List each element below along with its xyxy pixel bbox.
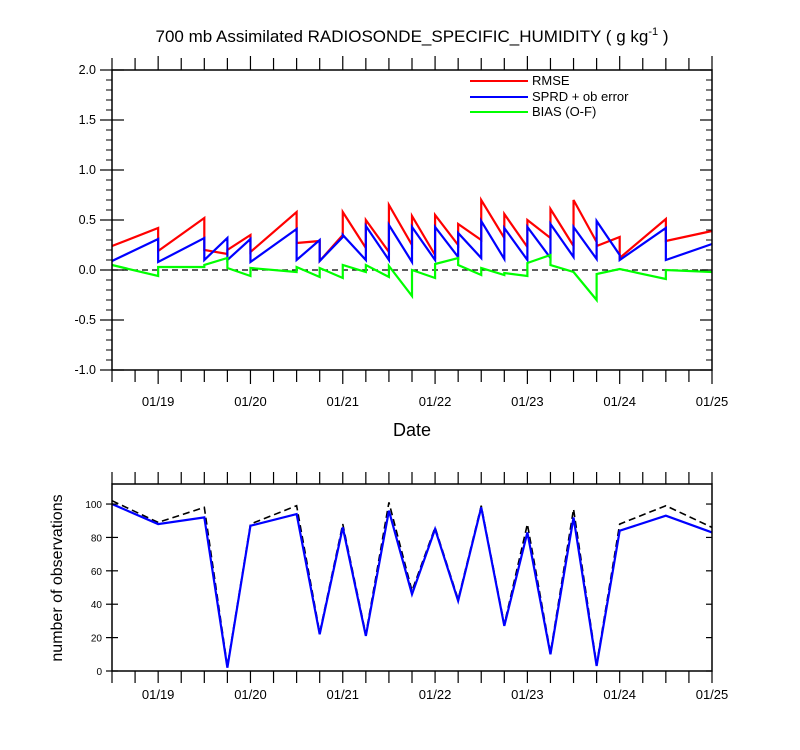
legend-label-bias: BIAS (O-F)	[532, 104, 596, 119]
series-line-sprd-ob-error	[111, 217, 713, 266]
legend: RMSE SPRD + ob error BIAS (O-F)	[470, 73, 629, 119]
x-tick-label: 01/25	[696, 687, 729, 702]
y-tick-label: 20	[91, 634, 103, 645]
x-axis-label: Date	[393, 420, 431, 440]
x-tick-label: 01/24	[603, 687, 636, 702]
bottom-plot-frame	[111, 483, 713, 672]
x-tick-label: 01/24	[603, 394, 636, 409]
y-tick-label: 0	[96, 667, 102, 678]
top-x-ticks: 01/19 01/20 01/21 01/22 01/23 01/24 01/25	[111, 56, 729, 409]
series-line-assimilated-observations	[111, 503, 713, 668]
x-tick-label: 01/22	[419, 687, 452, 702]
x-tick-label: 01/21	[326, 687, 359, 702]
y-axis-label: number of observations	[49, 494, 66, 661]
x-tick-label: 01/22	[419, 394, 452, 409]
y-tick-label: 1.5	[79, 113, 96, 127]
y-tick-label: 60	[91, 567, 103, 578]
y-tick-label: 1.0	[79, 163, 96, 177]
y-tick-label: -1.0	[74, 363, 96, 377]
chart-title: 700 mb Assimilated RADIOSONDE_SPECIFIC_H…	[156, 26, 669, 46]
y-tick-label: 0.0	[79, 263, 96, 277]
x-tick-label: 01/21	[326, 394, 359, 409]
series-line-possible-observations	[111, 499, 713, 667]
series-line-rmse	[111, 196, 713, 264]
y-tick-label: 2.0	[79, 63, 96, 77]
top-panel: -1.0-0.50.00.51.01.52.0 01/19 01/20 01/21 0…	[74, 56, 728, 440]
x-tick-label: 01/19	[142, 394, 175, 409]
x-tick-label: 01/25	[696, 394, 729, 409]
bottom-y-ticks: 0 20 40 60 80 100	[85, 500, 712, 678]
top-y-ticks: -1.0 -0.5 0.0 0.5 1.0 1.5 2.0	[74, 63, 712, 377]
legend-label-rmse: RMSE	[532, 73, 570, 88]
bottom-x-ticks: 01/19 01/20 01/21 01/22 01/23 01/24 01/25	[111, 472, 729, 702]
chart-title-close: )	[658, 27, 668, 46]
legend-label-sprd: SPRD + ob error	[532, 89, 629, 104]
x-tick-label: 01/20	[234, 687, 267, 702]
x-tick-label: 01/23	[511, 394, 544, 409]
y-tick-label: 80	[91, 533, 103, 544]
chart-title-exponent: -1	[648, 26, 658, 38]
bottom-series-group	[111, 499, 713, 668]
y-tick-label: -0.5	[74, 313, 96, 327]
y-tick-label: 0.5	[79, 213, 96, 227]
x-tick-label: 01/23	[511, 687, 544, 702]
series-line-bias-o-f	[111, 253, 713, 304]
chart-title-main: 700 mb Assimilated RADIOSONDE_SPECIFIC_H…	[156, 27, 649, 46]
y-tick-label: 40	[91, 600, 103, 611]
x-tick-label: 01/20	[234, 394, 267, 409]
top-series-group	[111, 196, 713, 304]
y-tick-label: 100	[85, 500, 102, 511]
x-tick-label: 01/19	[142, 687, 175, 702]
